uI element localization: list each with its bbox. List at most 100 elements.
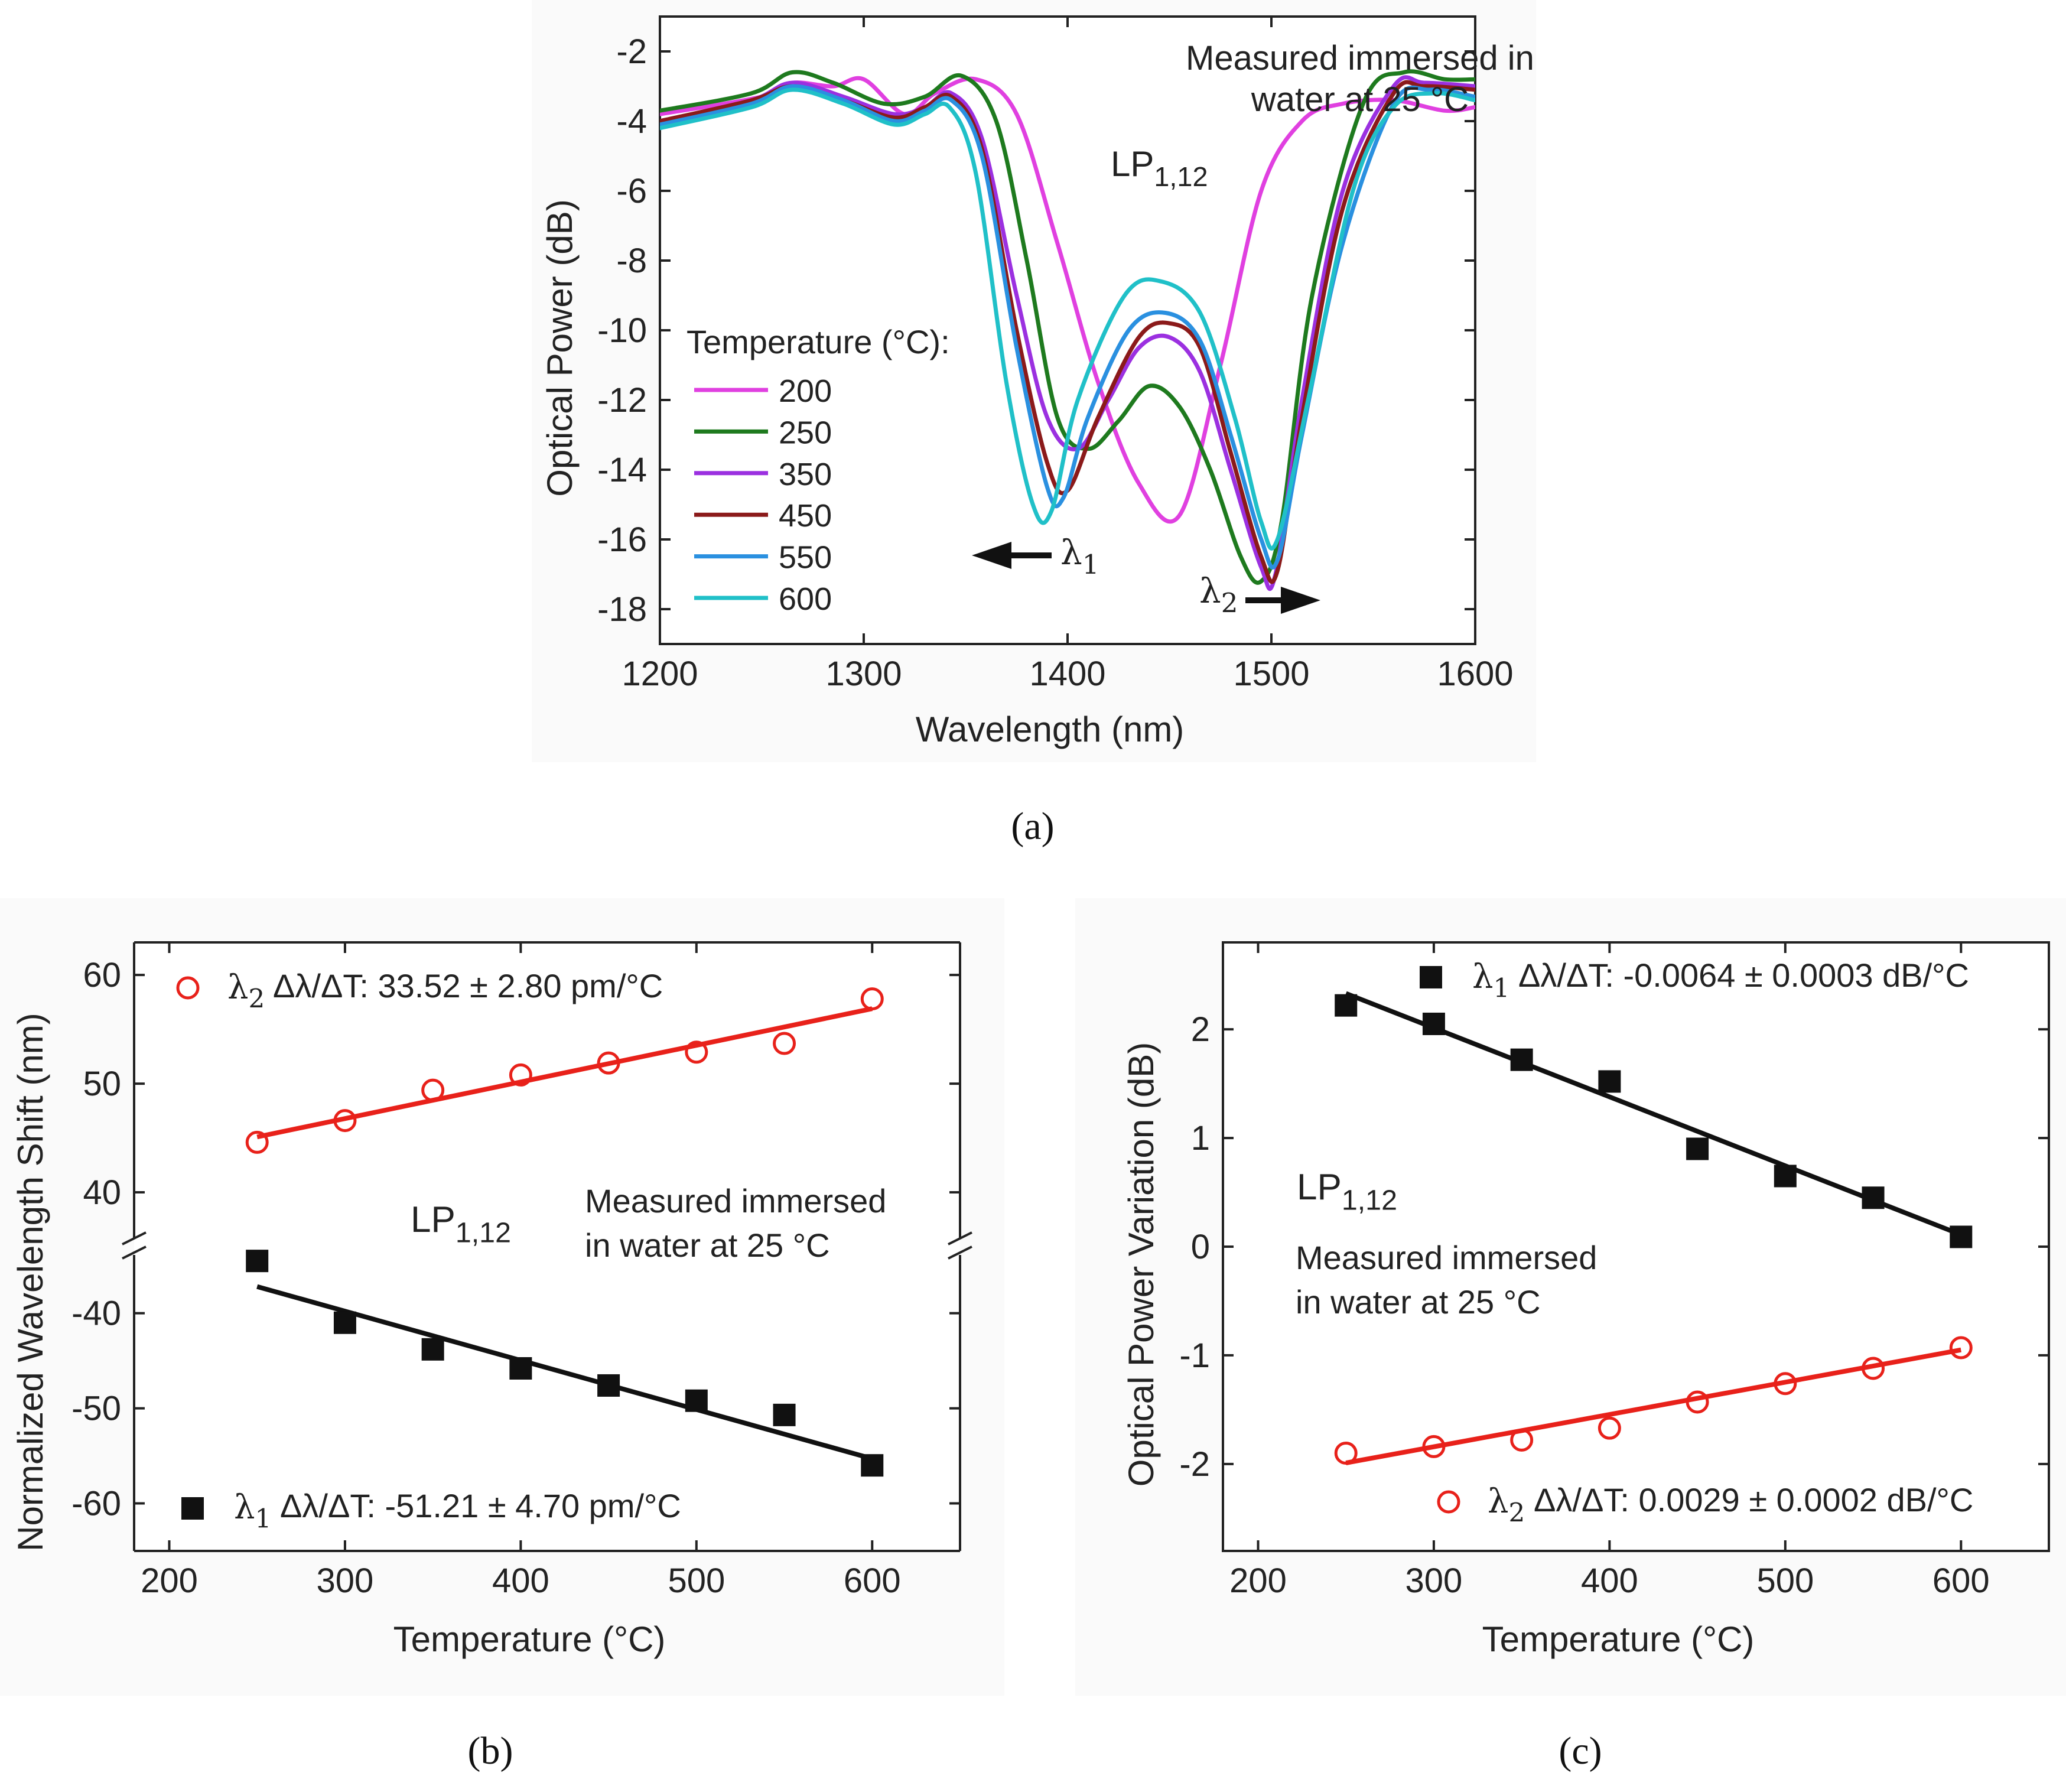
lambda1-label: λ1 [1060, 532, 1099, 580]
data-point-λ1 [333, 1311, 356, 1334]
x-tick-label: 500 [1756, 1562, 1814, 1600]
legend-label-550: 550 [779, 540, 832, 575]
legend-symbol-λ2: λ2 [1488, 1482, 1525, 1528]
fit-line-λ1 [1345, 991, 1962, 1237]
annotation-line1: Measured immersed in [1186, 39, 1534, 77]
legend-label-350: 350 [779, 457, 832, 492]
y-tick-label: -1 [1179, 1336, 1210, 1375]
y-axis-label: Optical Power (dB) [540, 199, 580, 497]
mode-label: LP1,12 [1111, 144, 1208, 192]
data-point-λ1 [1335, 994, 1358, 1017]
legend-symbol-λ1: λ1 [1472, 958, 1509, 1004]
annotation-line2: water at 25 °C [1251, 80, 1469, 119]
annotation-line2: in water at 25 °C [1296, 1283, 1541, 1321]
x-tick-label: 1600 [1437, 655, 1513, 693]
y-tick-label: -10 [597, 311, 647, 350]
y-tick-label: 2 [1191, 1010, 1210, 1049]
y-tick-label: -4 [616, 102, 647, 141]
legend-label-450: 450 [779, 498, 832, 534]
legend-text-λ1: Δλ/ΔT: -51.21 ± 4.70 pm/°C [280, 1487, 681, 1524]
y-tick-label: 60 [83, 956, 121, 994]
legend-text-λ1: Δλ/ΔT: -0.0064 ± 0.0003 dB/°C [1518, 957, 1969, 994]
data-point-λ2 [685, 1040, 708, 1064]
legend-text-λ2: Δλ/ΔT: 0.0029 ± 0.0002 dB/°C [1534, 1481, 1973, 1518]
data-point-λ1 [861, 1454, 884, 1477]
data-point-λ2 [597, 1051, 620, 1075]
plot-area-a [659, 15, 1476, 645]
series-line-350 [660, 75, 1475, 591]
x-tick-label: 500 [668, 1562, 725, 1600]
plot-area-b [134, 942, 960, 1551]
y-tick-label: 50 [83, 1065, 121, 1103]
caption-b: (b) [468, 1729, 513, 1773]
y-tick-label: -2 [616, 32, 647, 71]
x-tick-label: 300 [317, 1562, 374, 1600]
y-axis-label: Normalized Wavelength Shift (nm) [11, 1013, 50, 1551]
data-point-λ2 [509, 1063, 532, 1087]
data-point-λ2 [1949, 1336, 1973, 1360]
legend-marker-λ2 [1437, 1490, 1460, 1514]
x-tick-label: 1200 [622, 655, 698, 693]
x-tick-label: 600 [1932, 1562, 1990, 1600]
legend-text-λ2: Δλ/ΔT: 33.52 ± 2.80 pm/°C [273, 967, 663, 1004]
legend-marker-λ2 [176, 976, 200, 1000]
y-axis-label: Optical Power Variation (dB) [1121, 1042, 1161, 1487]
caption-a: (a) [1011, 805, 1054, 848]
data-point-λ1 [1950, 1225, 1973, 1248]
series-line-200 [660, 76, 1475, 524]
fit-line-λ2 [256, 1006, 873, 1140]
mode-label: LP1,12 [411, 1199, 511, 1248]
y-tick-label: 40 [83, 1173, 121, 1212]
data-point-λ2 [1510, 1428, 1534, 1452]
legend-symbol-λ1: λ1 [234, 1488, 271, 1534]
data-point-λ2 [333, 1109, 357, 1133]
y-tick-label: 0 [1191, 1228, 1210, 1266]
legend-title: Temperature (°C): [687, 323, 950, 360]
y-tick-label: -14 [597, 451, 647, 489]
legend-label-250: 250 [779, 415, 832, 450]
axis-break-mark [122, 1245, 147, 1260]
y-tick-label: 1 [1191, 1119, 1210, 1157]
y-tick-label: -16 [597, 521, 647, 559]
series-group-a [660, 69, 1475, 591]
legend-label-200: 200 [779, 373, 832, 409]
lambda2-arrow-head [1281, 587, 1320, 614]
x-tick-label: 400 [1581, 1562, 1638, 1600]
data-point-λ2 [1334, 1441, 1358, 1465]
data-point-λ2 [1862, 1357, 1885, 1380]
plot-area-c [1222, 941, 2050, 1552]
series-line-600 [660, 87, 1475, 551]
panel-c: 200 300 400 500 600 2 1 0 -1 -2 Temperature (°C) Op… [1121, 941, 2050, 1659]
x-tick-label: 1300 [825, 655, 902, 693]
data-point-λ2 [1774, 1372, 1797, 1396]
y-tick-label: -6 [616, 172, 647, 210]
fit-line-λ1 [256, 1284, 873, 1461]
x-tick-label: 1400 [1029, 655, 1105, 693]
legend-symbol-λ2: λ2 [227, 968, 265, 1014]
data-point-λ1 [1422, 1012, 1445, 1035]
data-point-λ1 [1686, 1137, 1709, 1160]
y-tick-label: -12 [597, 381, 647, 419]
y-tick-label: -8 [616, 242, 647, 280]
mode-label: LP1,12 [1297, 1167, 1397, 1216]
lambda1-arrow-head [972, 542, 1011, 569]
legend-marker-λ1 [1420, 966, 1442, 988]
data-point-λ1 [1598, 1070, 1621, 1093]
data-point-λ1 [685, 1389, 708, 1412]
data-point-λ2 [860, 987, 884, 1011]
data-point-λ2 [773, 1032, 796, 1055]
annotation-line1: Measured immersed [585, 1182, 886, 1219]
y-tick-label: -18 [597, 590, 647, 629]
axis-break-mark [122, 1231, 147, 1245]
x-axis-label: Temperature (°C) [1482, 1619, 1755, 1659]
data-point-λ1 [1510, 1048, 1533, 1071]
x-axis-label: Temperature (°C) [393, 1619, 666, 1659]
annotation-line2: in water at 25 °C [585, 1227, 830, 1264]
panel-a: 1200 1300 1400 1500 1600 -2 -4 -6 -8 -10 -12 -14 -16… [540, 15, 1534, 749]
axis-break-mark [948, 1231, 972, 1245]
fit-line-λ2 [1345, 1347, 1961, 1465]
panel-b: 200 300 400 500 600 40 50 60 -40 -50 -60 Temperatur… [11, 941, 972, 1659]
data-point-λ1 [246, 1250, 269, 1273]
caption-c: (c) [1559, 1729, 1602, 1773]
